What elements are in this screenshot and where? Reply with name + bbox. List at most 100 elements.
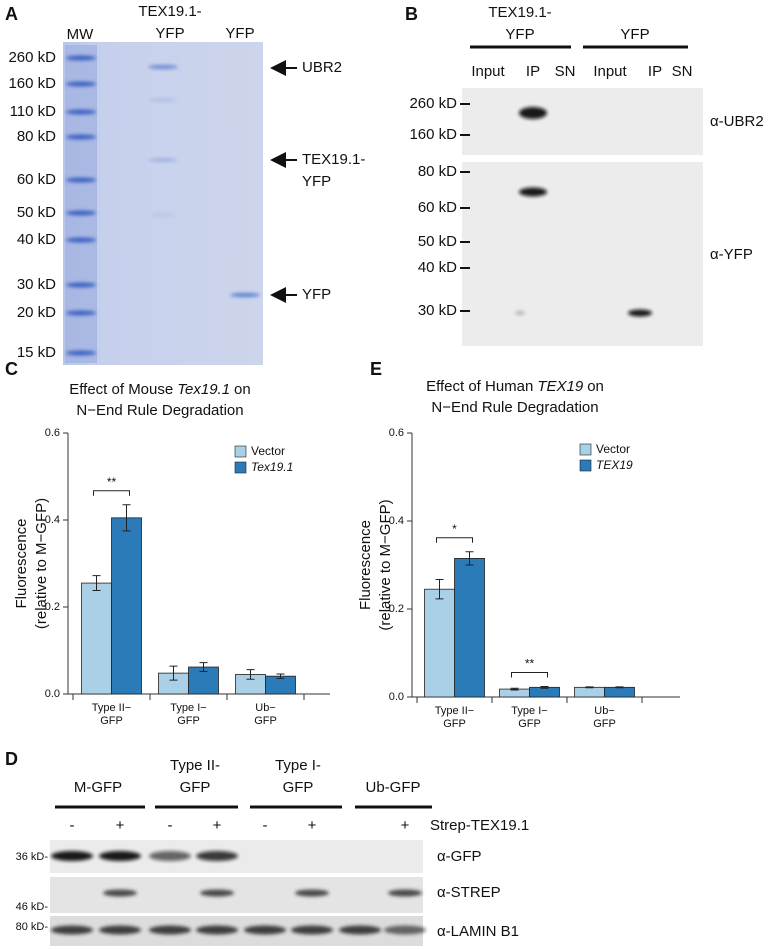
bar xyxy=(81,582,112,695)
band xyxy=(66,210,96,216)
treatment-label: Strep-TEX19.1 xyxy=(430,817,529,834)
marker-label: 30 kD xyxy=(17,276,56,293)
band xyxy=(200,889,234,897)
chart-title: N−End Rule Degradation xyxy=(431,399,598,416)
band xyxy=(149,98,177,102)
bar xyxy=(111,517,142,695)
bar xyxy=(574,686,605,698)
group-label: M-GFP xyxy=(74,779,122,796)
significance-bracket xyxy=(511,671,548,678)
bar xyxy=(424,588,455,698)
band xyxy=(66,282,96,288)
lane-label: YFP xyxy=(225,25,254,42)
x-tick-label: Type II− xyxy=(92,702,131,714)
panel-letter: D xyxy=(5,749,18,769)
band xyxy=(384,925,426,935)
marker-label: 15 kD xyxy=(17,344,56,361)
band xyxy=(196,925,238,935)
group-label: YFP xyxy=(620,26,649,43)
error-bar xyxy=(465,551,474,566)
lane-label: SN xyxy=(672,63,693,80)
group-label: GFP xyxy=(180,779,211,796)
antibody-label: α-YFP xyxy=(710,246,753,263)
error-bar xyxy=(169,665,178,681)
significance-label: ** xyxy=(107,475,117,489)
bar xyxy=(604,686,635,698)
chart-title: N−End Rule Degradation xyxy=(76,402,243,419)
blot xyxy=(462,162,703,346)
marker-label: 60 kD xyxy=(17,171,56,188)
group-label: TEX19.1- xyxy=(488,4,551,21)
panel-letter: E xyxy=(370,359,382,379)
lane-sign: + xyxy=(116,817,125,834)
band xyxy=(51,925,93,935)
legend-label: Vector xyxy=(596,442,630,456)
x-tick-label: GFP xyxy=(100,715,123,727)
legend-swatch xyxy=(579,459,592,472)
bar xyxy=(529,686,560,698)
group-label: YFP xyxy=(505,26,534,43)
legend-swatch xyxy=(579,443,592,456)
band-label: YFP xyxy=(302,286,331,303)
error-bar xyxy=(435,579,444,600)
x-tick-label: GFP xyxy=(254,715,277,727)
lane-sign: - xyxy=(263,817,268,834)
band xyxy=(149,925,191,935)
marker-label: 80 kD xyxy=(17,128,56,145)
marker-label: 160 kD xyxy=(409,126,457,143)
marker-label: 30 kD xyxy=(418,302,457,319)
band xyxy=(291,925,333,935)
error-bar xyxy=(92,575,101,591)
error-bar xyxy=(585,686,594,689)
antibody-label: α-LAMIN B1 xyxy=(437,923,519,940)
group-label: Type II- xyxy=(170,757,220,774)
lane-label: Input xyxy=(593,63,627,80)
antibody-label: α-UBR2 xyxy=(710,113,764,130)
band xyxy=(196,851,238,861)
y-axis-label: (relative to M−GFP) xyxy=(377,499,394,630)
marker-label: 80 kD- xyxy=(16,921,49,933)
title-text: Tex19.1 xyxy=(177,381,230,398)
band xyxy=(244,925,286,935)
x-tick-label: Type I− xyxy=(511,705,547,717)
legend-label: Tex19.1 xyxy=(251,460,293,474)
y-tick-label: 0.2 xyxy=(389,603,404,615)
band xyxy=(66,109,96,115)
band xyxy=(99,925,141,935)
chart-title: Effect of Human TEX19 on xyxy=(426,378,604,395)
marker-label: 50 kD xyxy=(17,204,56,221)
band xyxy=(388,889,422,897)
x-tick-label: Ub− xyxy=(594,705,615,717)
panel-letter: A xyxy=(5,4,18,24)
title-text: TEX19 xyxy=(537,378,584,395)
band xyxy=(150,213,176,217)
lane-sign: + xyxy=(213,817,222,834)
marker-label: 36 kD- xyxy=(16,851,49,863)
bar xyxy=(265,675,296,695)
ladder-lane xyxy=(65,45,97,363)
band xyxy=(515,311,525,315)
chart-title: Effect of Mouse Tex19.1 on xyxy=(69,381,250,398)
lane-label: MW xyxy=(67,26,94,43)
x-tick-label: GFP xyxy=(443,718,466,730)
marker-label: 260 kD xyxy=(409,95,457,112)
y-axis-label: Fluorescence xyxy=(13,518,30,608)
lane-sign: + xyxy=(401,817,410,834)
error-bar xyxy=(510,687,519,691)
band xyxy=(66,177,96,183)
marker-label: 160 kD xyxy=(8,75,56,92)
panel-letter: B xyxy=(405,4,418,24)
marker-label: 50 kD xyxy=(418,233,457,250)
y-axis-label: Fluorescence xyxy=(357,520,374,610)
legend-swatch xyxy=(234,461,247,474)
lane-label: Input xyxy=(471,63,505,80)
y-tick-label: 0.0 xyxy=(45,688,60,700)
significance-label: * xyxy=(452,522,457,536)
band xyxy=(66,134,96,140)
band xyxy=(103,889,137,897)
y-tick-label: 0.0 xyxy=(389,691,404,703)
group-label: GFP xyxy=(283,779,314,796)
x-tick-label: GFP xyxy=(518,718,541,730)
legend-label: Vector xyxy=(251,444,285,458)
band xyxy=(66,55,96,61)
